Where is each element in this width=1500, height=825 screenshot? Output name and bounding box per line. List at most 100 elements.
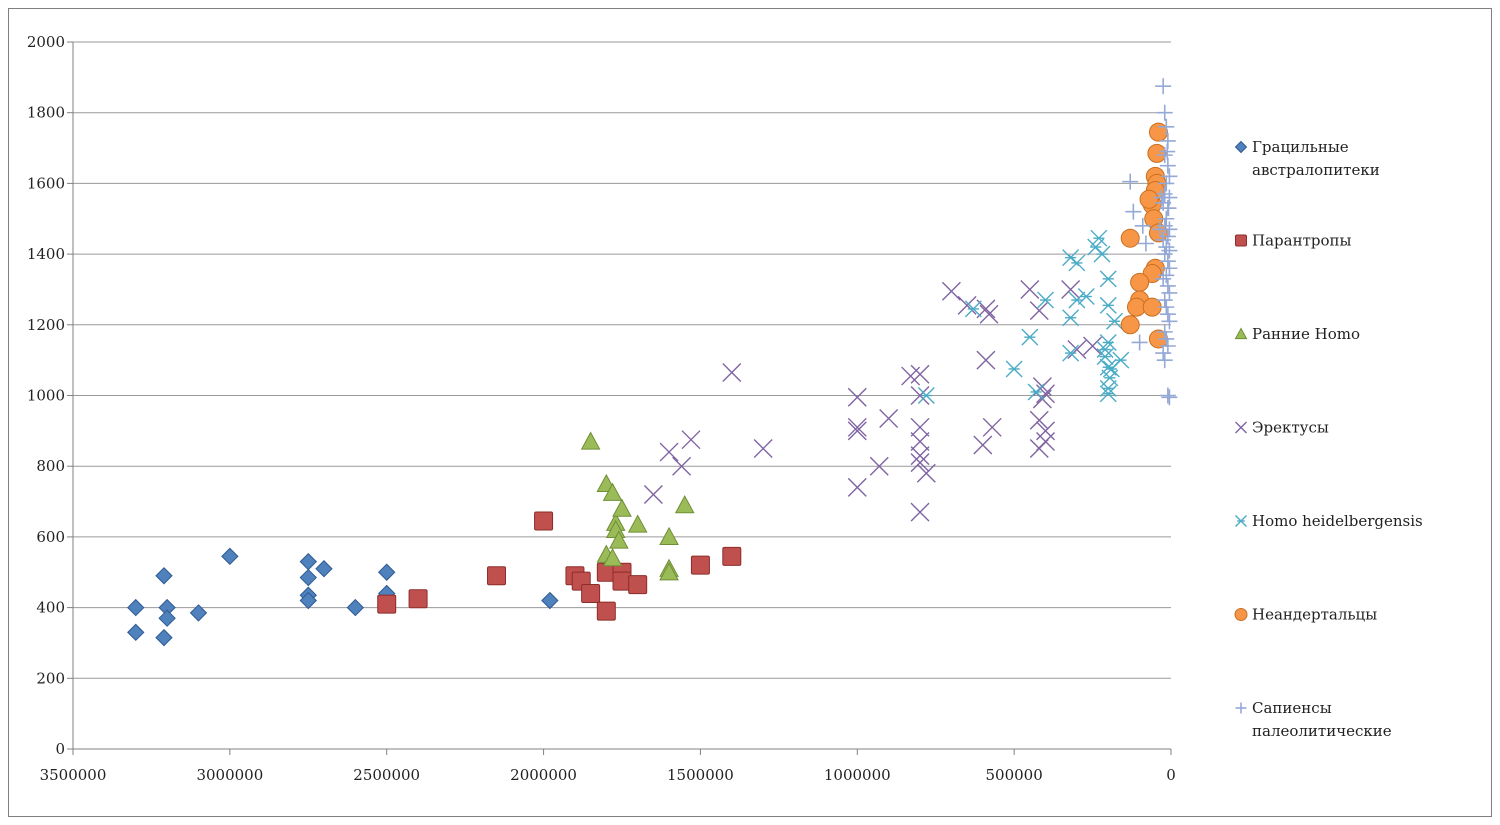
data-point <box>377 594 397 614</box>
data-point <box>910 417 930 437</box>
data-point <box>847 477 867 497</box>
data-point <box>609 530 629 549</box>
data-point <box>1120 228 1140 248</box>
data-point <box>155 628 173 647</box>
x-tick-label: 3500000 <box>40 766 107 784</box>
data-point <box>1137 235 1154 252</box>
legend-item: Эректусы <box>1235 419 1329 437</box>
data-point <box>1158 330 1175 347</box>
gridlines <box>73 41 1171 679</box>
data-point <box>1159 306 1176 323</box>
data-point <box>1120 315 1140 335</box>
data-point <box>674 495 695 514</box>
data-point <box>879 408 899 428</box>
data-point <box>979 304 999 324</box>
y-tick-label: 400 <box>36 599 65 617</box>
data-point <box>1005 360 1023 378</box>
data-point <box>901 366 921 386</box>
data-point <box>408 589 428 609</box>
y-tick-label: 1800 <box>27 104 65 122</box>
y-tick-label: 600 <box>36 528 65 546</box>
data-point <box>690 555 710 575</box>
y-tick-label: 200 <box>36 669 65 687</box>
series-3 <box>643 279 1103 522</box>
data-point <box>1062 344 1080 362</box>
data-point <box>155 567 173 585</box>
legend-marker <box>1235 702 1247 714</box>
data-point <box>628 575 648 595</box>
data-point <box>627 514 648 533</box>
data-point <box>1131 334 1148 351</box>
data-point <box>534 511 554 531</box>
series-6 <box>1122 78 1178 406</box>
series-5 <box>1120 122 1168 349</box>
y-tick-label: 1000 <box>27 387 65 405</box>
data-point <box>221 547 239 566</box>
data-point <box>299 552 317 571</box>
data-point <box>1134 217 1151 234</box>
data-point <box>1096 341 1114 359</box>
series-2 <box>580 431 695 581</box>
data-point <box>602 482 623 501</box>
data-point <box>189 604 208 622</box>
data-point <box>847 421 867 441</box>
data-point <box>612 498 632 517</box>
y-tick-label: 0 <box>55 740 65 758</box>
data-point <box>1158 239 1175 256</box>
data-point <box>1090 229 1108 247</box>
x-tick-label: 500000 <box>986 766 1043 784</box>
data-point <box>1029 410 1049 430</box>
data-point <box>1130 272 1150 292</box>
data-point <box>1155 78 1172 95</box>
data-point <box>753 439 773 459</box>
data-point <box>910 446 930 466</box>
data-point <box>1067 340 1087 360</box>
data-point <box>1099 296 1117 314</box>
series-1 <box>377 511 742 621</box>
legend-marker <box>1235 234 1247 247</box>
data-point <box>847 387 867 407</box>
data-point <box>1156 292 1173 309</box>
data-point <box>982 417 1002 437</box>
data-point <box>1156 323 1173 340</box>
legend-marker <box>1234 608 1248 621</box>
legend-label: палеолитические <box>1252 722 1392 740</box>
data-point <box>1161 168 1178 185</box>
legend-label: Ранние Homo <box>1252 325 1360 343</box>
data-point <box>1156 104 1173 121</box>
data-point <box>976 350 996 370</box>
data-point <box>1020 279 1040 299</box>
data-point <box>1147 143 1167 163</box>
legend-label: Парантропы <box>1252 232 1351 250</box>
data-point <box>315 560 333 578</box>
data-point <box>917 387 935 404</box>
data-point <box>1156 246 1173 263</box>
data-point <box>158 609 176 627</box>
legend-label: Homo heidelbergensis <box>1252 512 1423 530</box>
data-point <box>299 568 317 587</box>
x-tick-label: 2000000 <box>510 766 577 784</box>
x-tick-label: 2500000 <box>353 766 420 784</box>
data-point <box>1068 254 1086 272</box>
data-point <box>957 295 977 315</box>
data-point <box>1036 384 1056 404</box>
y-tick-label: 1400 <box>27 245 65 263</box>
data-point <box>659 562 679 581</box>
data-point <box>1161 313 1178 330</box>
y-tick-label: 2000 <box>27 33 65 51</box>
data-point <box>1148 122 1168 142</box>
data-point <box>1158 267 1175 284</box>
data-point <box>1159 277 1176 294</box>
legend-marker <box>1235 515 1247 527</box>
data-point <box>1077 288 1095 306</box>
data-point <box>1083 336 1103 356</box>
legend-item: Homo heidelbergensis <box>1235 512 1423 530</box>
data-point <box>581 583 601 603</box>
data-point <box>672 456 692 476</box>
legend-marker <box>1234 140 1248 154</box>
data-point <box>596 601 616 621</box>
data-point <box>910 502 930 522</box>
data-point <box>1159 253 1176 270</box>
data-point <box>1099 333 1117 351</box>
data-point <box>127 598 145 617</box>
